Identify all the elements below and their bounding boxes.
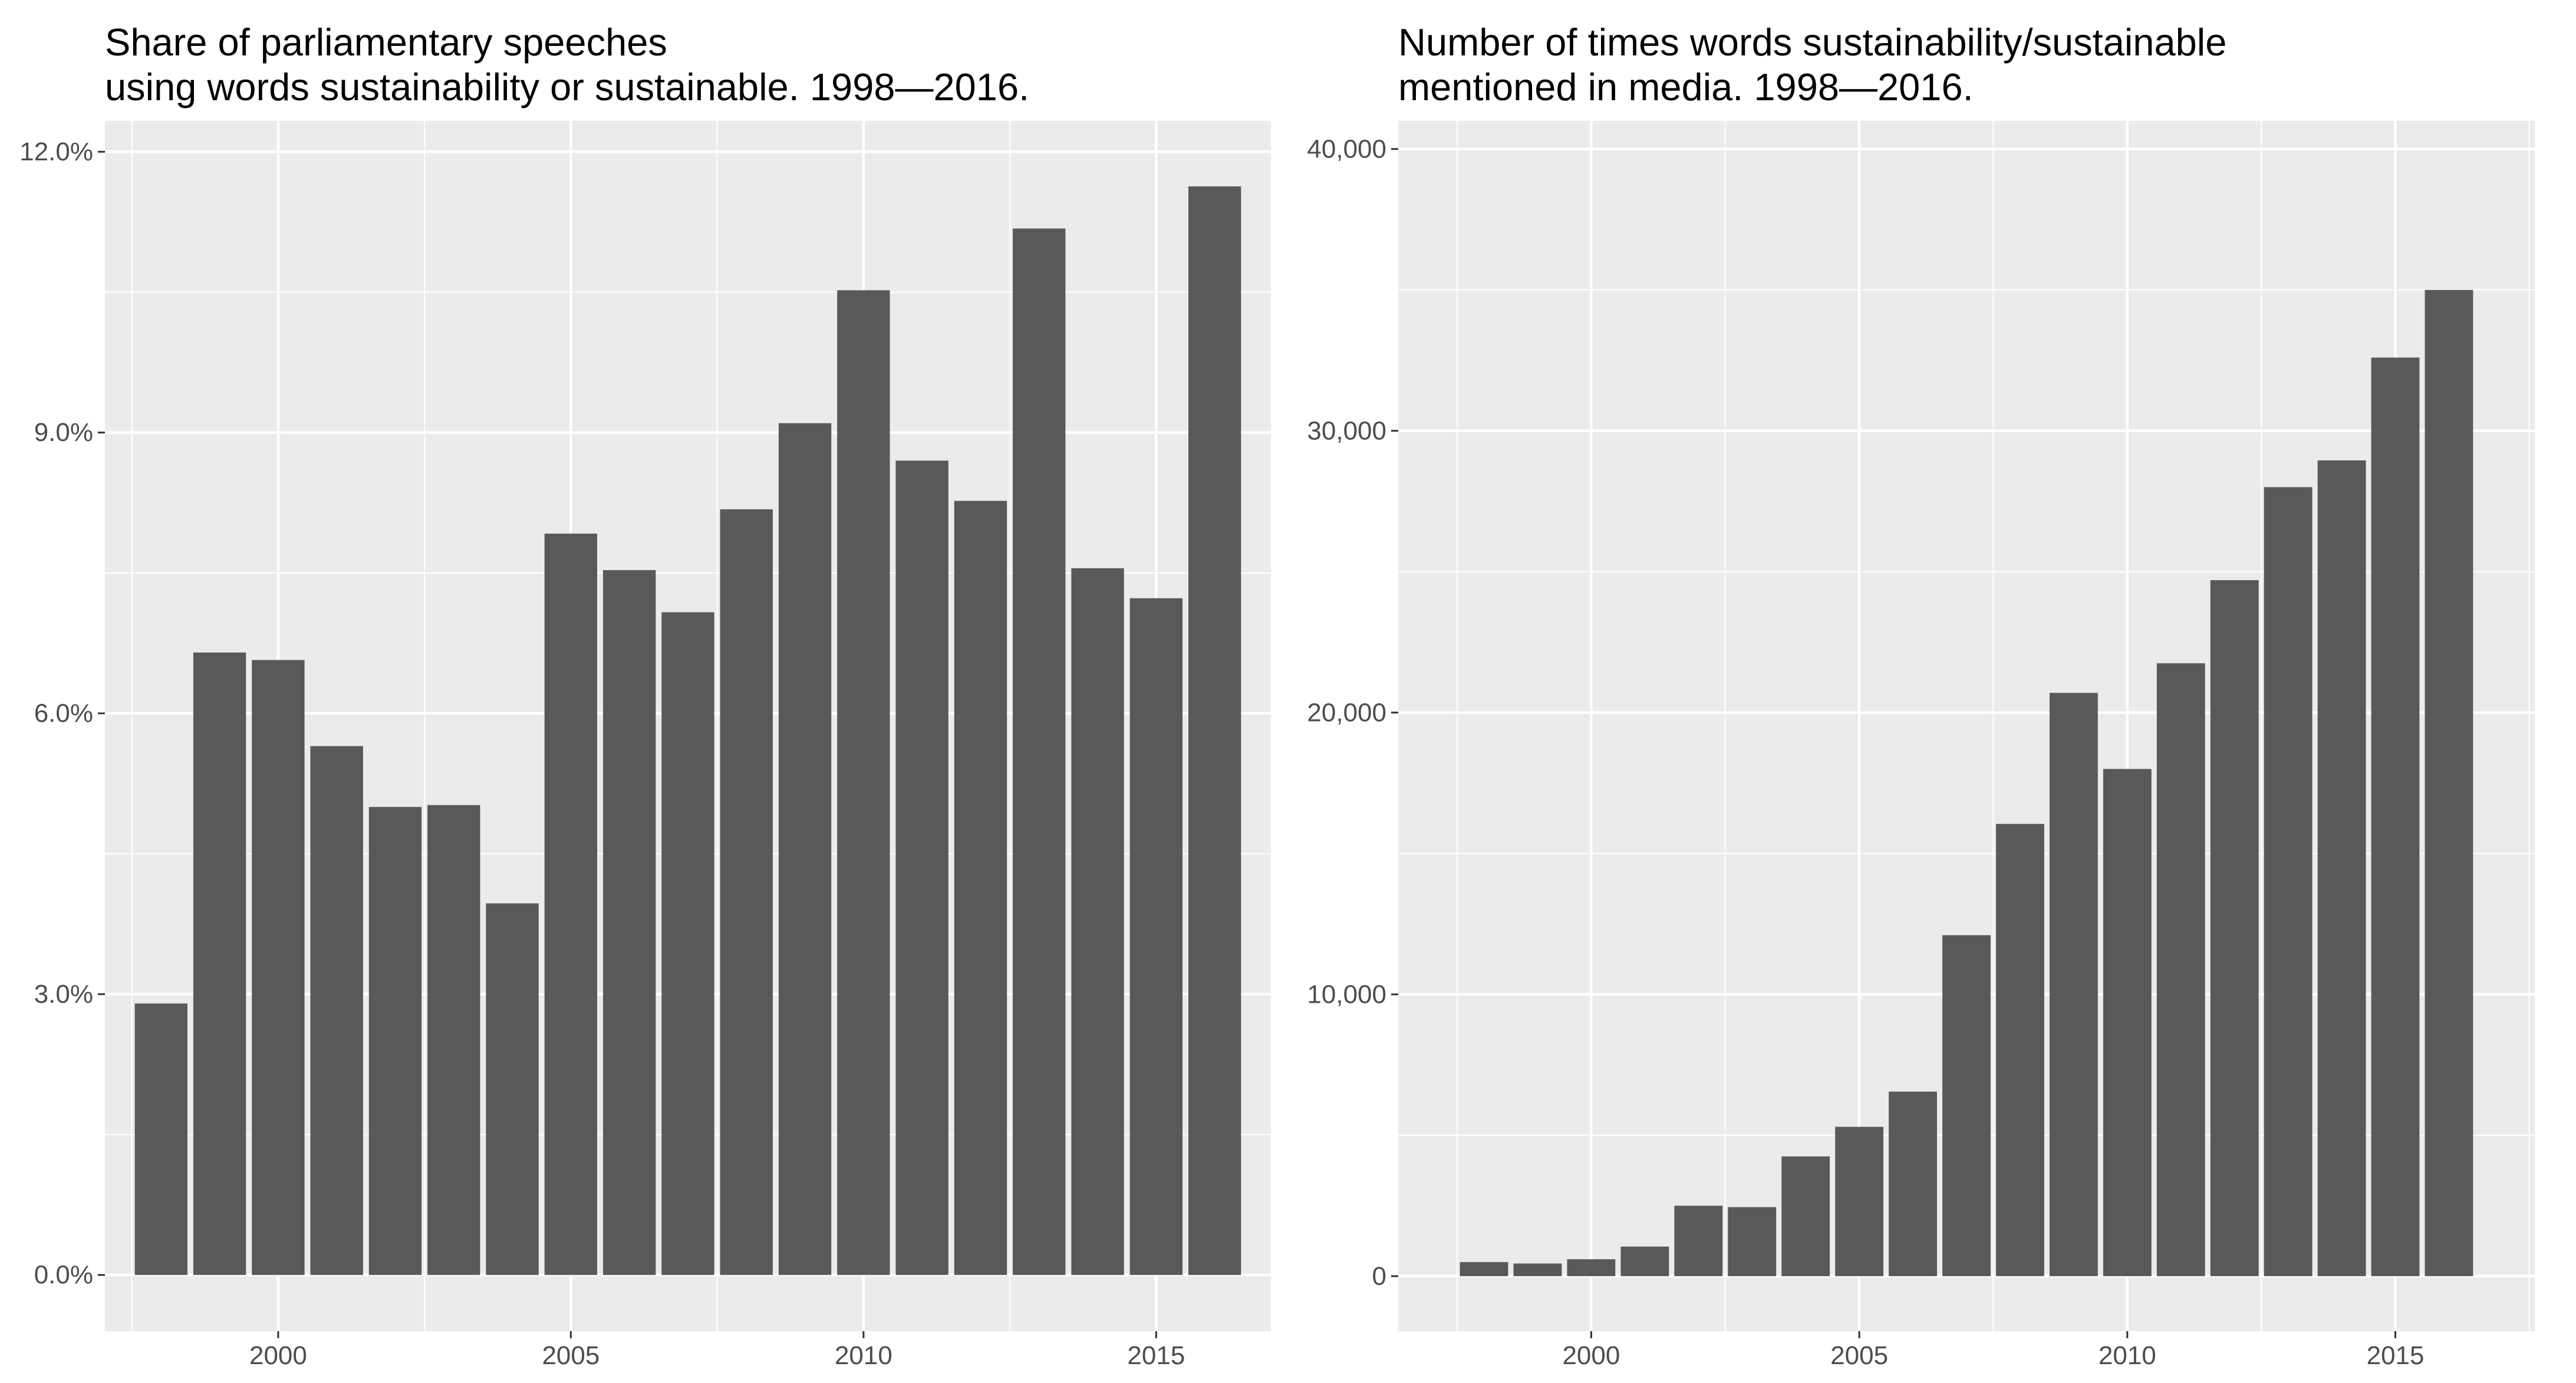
bar-2014: [2317, 460, 2366, 1276]
bar-2013: [2264, 487, 2313, 1276]
chart-title-share-of-speeches: Share of parliamentary speeches using wo…: [105, 20, 1029, 110]
bar-2003: [1728, 1207, 1777, 1276]
bar-2008: [1996, 824, 2044, 1276]
bar-2014: [1071, 568, 1124, 1275]
bar-2012: [2210, 580, 2259, 1276]
bar-2015: [1129, 598, 1183, 1275]
bar-2001: [310, 746, 363, 1275]
bar-1998: [1460, 1262, 1508, 1276]
x-tick-label: 2015: [1127, 1341, 1185, 1370]
bar-2003: [427, 805, 480, 1275]
y-tick-label: 3.0%: [34, 980, 93, 1009]
bar-2004: [1781, 1156, 1830, 1276]
bar-2009: [778, 423, 832, 1275]
bar-2000: [1567, 1259, 1616, 1276]
bar-1999: [1513, 1263, 1562, 1276]
chart-panel-media-mentions: 0 10,000 20,000 30,000 40,000 2000 2005 2010 201…: [1307, 121, 2535, 1370]
bar-2015: [2371, 357, 2420, 1276]
bar-2010: [2103, 769, 2152, 1276]
x-tick-label: 2010: [835, 1341, 892, 1370]
chart-title-media-mentions: Number of times words sustainability/sus…: [1398, 20, 2226, 110]
x-tick-label: 2000: [1562, 1341, 1620, 1370]
chart-title-line-2: using words sustainability or sustainabl…: [105, 65, 1030, 108]
bar-2012: [954, 500, 1007, 1275]
bar-1998: [134, 1003, 188, 1275]
bar-2011: [895, 460, 948, 1275]
x-tick-label: 2005: [1830, 1341, 1888, 1370]
y-tick-label: 10,000: [1307, 980, 1386, 1009]
bar-2006: [1889, 1091, 1937, 1276]
y-tick-label: 9.0%: [34, 418, 93, 447]
y-tick-label: 20,000: [1307, 698, 1386, 727]
bar-2007: [661, 612, 714, 1275]
x-tick-label: 2015: [2367, 1341, 2425, 1370]
bar-2010: [837, 290, 890, 1275]
bar-2008: [720, 509, 773, 1275]
bar-2009: [2049, 693, 2098, 1276]
bar-2002: [1674, 1206, 1723, 1276]
y-tick-label: 40,000: [1307, 134, 1386, 163]
bar-2005: [1835, 1127, 1884, 1276]
bar-2011: [2156, 663, 2205, 1276]
x-tick-label: 2005: [542, 1341, 599, 1370]
bar-2004: [486, 903, 539, 1275]
bar-2016: [2425, 289, 2473, 1276]
bar-1999: [193, 652, 246, 1275]
y-tick-label: 0.0%: [34, 1260, 93, 1289]
bar-2005: [544, 534, 598, 1275]
x-tick-label: 2010: [2099, 1341, 2156, 1370]
chart-title-line-2: mentioned in media. 1998—2016.: [1398, 65, 1974, 108]
bar-2007: [1942, 935, 1991, 1276]
chart-panel-share-of-speeches: 0.0% 3.0% 6.0% 9.0% 12.0% 2000 2005 2010 2015: [19, 121, 1271, 1370]
bar-2013: [1013, 228, 1066, 1275]
y-tick-label: 12.0%: [19, 137, 93, 166]
y-tick-label: 0: [1372, 1262, 1386, 1290]
bar-2000: [252, 660, 305, 1275]
bar-2002: [368, 806, 422, 1275]
chart-title-line-1: Number of times words sustainability/sus…: [1398, 21, 2227, 64]
bar-2006: [603, 570, 656, 1275]
chart-title-line-1: Share of parliamentary speeches: [105, 21, 667, 64]
y-tick-label: 6.0%: [34, 699, 93, 728]
x-tick-label: 2000: [249, 1341, 307, 1370]
bar-2001: [1620, 1246, 1669, 1276]
bar-2016: [1188, 186, 1241, 1275]
y-tick-label: 30,000: [1307, 416, 1386, 445]
